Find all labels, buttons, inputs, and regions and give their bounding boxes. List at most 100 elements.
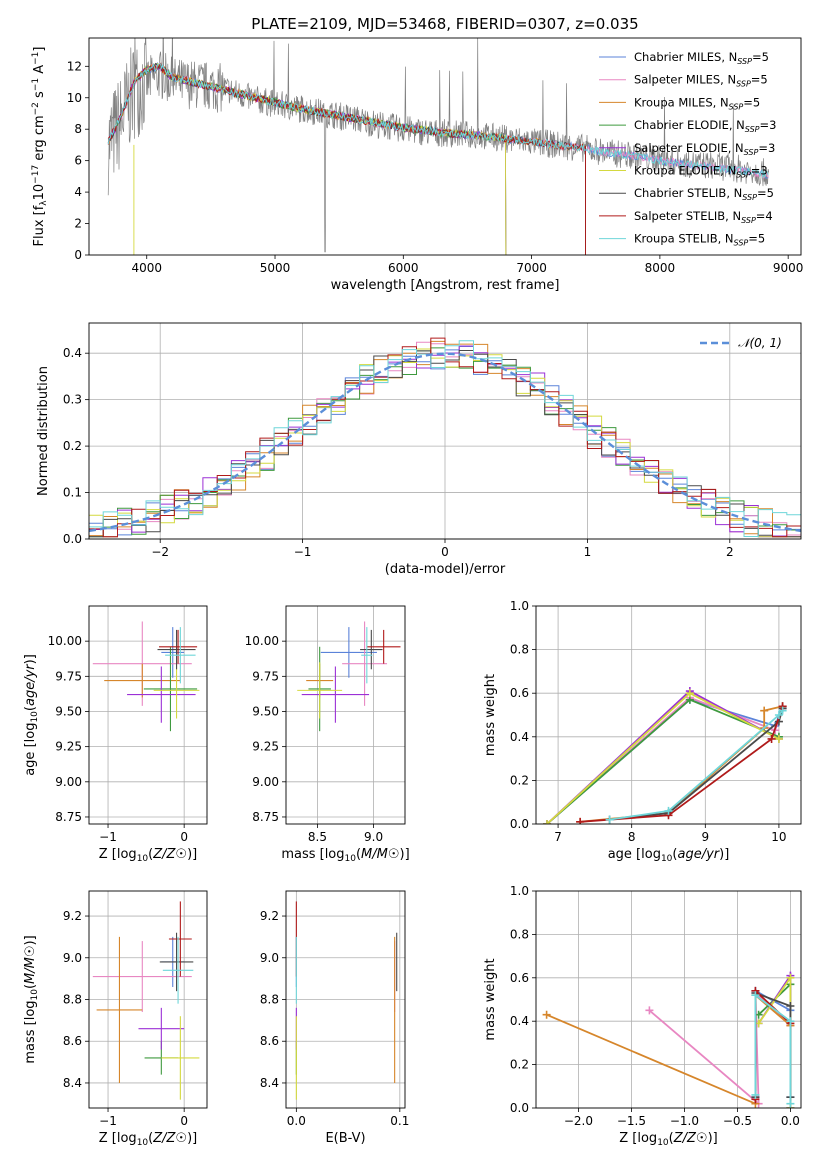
mass-weight-marker: [767, 734, 776, 743]
mass_vs_Z-y-tick-label: 9.0: [63, 951, 82, 965]
label-part: =3: [758, 141, 775, 155]
residuals-y-tick-label: 0.1: [63, 486, 82, 500]
label-part: −17: [31, 165, 41, 184]
label-part: 10: [657, 1138, 669, 1148]
label-part: =5: [748, 232, 765, 246]
label-part: mass [log: [23, 1000, 38, 1063]
mass_vs_ebv-y-tick-label: 8.6: [260, 1034, 279, 1048]
age_vs_Z-x-tick-label: −1: [99, 830, 117, 844]
label-part: (: [148, 1131, 153, 1146]
mass_vs_Z-y-tick-label: 8.8: [63, 993, 82, 1007]
mass_weight_vs_age-marks: [543, 687, 787, 824]
label-part: erg cm: [32, 115, 47, 164]
mass_weight_vs_Z-x-tick-label: 0.0: [781, 1114, 800, 1128]
label-part: SSP: [734, 239, 749, 248]
label-part: (: [356, 847, 361, 862]
mass_vs_ebv-x-tick-label: 0.0: [287, 1114, 306, 1128]
mass-weight-line: [546, 689, 780, 824]
label-part: Flux [f: [32, 205, 47, 246]
label-part: (: [23, 706, 38, 711]
residual-histogram-step: [89, 348, 801, 538]
spectrum-marks: [107, 38, 770, 255]
label-part: Chabrier ELODIE, N: [634, 118, 745, 132]
mass_weight_vs_age-x-tick-label: 8: [628, 830, 636, 844]
spectrum-y-tick-label: 6: [74, 154, 82, 168]
label-part: (: [148, 847, 153, 862]
mass_weight_vs_Z-x-tick-label: −1.5: [617, 1114, 646, 1128]
label-part: age/yr: [23, 663, 38, 706]
residuals-x-tick-label: −1: [294, 545, 312, 559]
label-part: )]: [23, 935, 38, 945]
label-part: )]: [708, 1131, 718, 1146]
age_vs_mass-y-tick-label: 9.25: [252, 740, 279, 754]
label-part: age/yr: [677, 847, 720, 862]
mass-weight-marker: [786, 1017, 795, 1026]
mass_vs_Z-ylabel: mass [log10(M/M☉)]: [23, 935, 40, 1063]
mass_weight_vs_Z-x-tick-label: −0.5: [723, 1114, 752, 1128]
label-part: Z/Z☉: [152, 1131, 187, 1146]
label-part: 10: [661, 854, 673, 864]
label-part: 10: [137, 854, 149, 864]
legend-entry: Chabrier ELODIE, NSSP=3: [634, 118, 776, 134]
label-part: )]: [187, 1131, 197, 1146]
label-part: −1: [31, 52, 41, 65]
legend-entry: Chabrier STELIB, NSSP=5: [634, 186, 774, 202]
age_vs_mass-plot: 8.5 9.0 8.75 9.00 9.25 9.50 9.75 10.00 mass [log…: [245, 605, 410, 864]
label-part: SSP: [742, 193, 757, 202]
label-part: )]: [187, 847, 197, 862]
mass_weight_vs_Z-y-tick-label: 1.0: [510, 884, 529, 898]
mass-weight-marker: [664, 806, 673, 815]
mass_weight_vs_Z-frame: [535, 890, 802, 1109]
label-part: )]: [400, 847, 410, 862]
mass_vs_Z-frame: [88, 890, 208, 1109]
label-part: M/M☉: [23, 945, 38, 983]
label-part: λ: [39, 200, 49, 206]
spectrum-y-tick-label: 0: [74, 248, 82, 262]
label-part: Z [log: [99, 847, 137, 862]
spectrum-y-tick-label: 8: [74, 122, 82, 136]
mass_weight_vs_age-y-tick-label: 0.8: [510, 643, 529, 657]
mass-weight-marker: [774, 711, 783, 719]
mass_vs_ebv-x-tick-label: 0.1: [390, 1114, 409, 1128]
label-part: Kroupa STELIB, N: [634, 232, 734, 246]
mass_vs_Z-x-tick-label: 0: [180, 1114, 188, 1128]
label-part: SSP: [745, 125, 760, 134]
label-part: SSP: [736, 171, 751, 180]
spectrum-xlabel: wavelength [Angstrom, rest frame]: [331, 278, 560, 293]
age_vs_Z-frame: [88, 605, 208, 825]
mass-weight-marker: [576, 817, 585, 824]
legend-entry: Salpeter STELIB, NSSP=4: [634, 209, 773, 225]
mass-weight-line: [580, 706, 784, 823]
age_vs_Z-x-tick-label: 0: [180, 830, 188, 844]
label-part: (: [23, 984, 38, 989]
mass_weight_vs_age-frame: [535, 605, 802, 825]
mass-weight-marker: [786, 1099, 795, 1108]
mass_weight_vs_Z-marks: [542, 971, 795, 1108]
mass-weight-marker: [542, 1010, 551, 1019]
label-part: Salpeter ELODIE, N: [634, 141, 744, 155]
spectrum-x-tick-label: 5000: [260, 261, 291, 275]
legend-entry: 𝒩(0, 1): [738, 336, 782, 350]
mass-weight-line: [609, 708, 784, 821]
mass_weight_vs_age-y-tick-label: 0.6: [510, 686, 529, 700]
age_vs_mass-x-tick-label: 9.0: [364, 830, 383, 844]
residuals-plot: −2 −1 0 1 2 0.0 0.1 0.2 0.3 0.4 𝒩(0, 1) (data-model…: [36, 322, 802, 577]
mass_weight_vs_Z-y-tick-label: 0.4: [510, 1014, 529, 1028]
label-part: 10: [32, 184, 47, 201]
age_vs_mass-x-tick-label: 8.5: [308, 830, 327, 844]
label-part: =4: [756, 209, 773, 223]
residuals-y-tick-label: 0.4: [63, 346, 82, 360]
mass_weight_vs_Z-xlabel: Z [log10(Z/Z☉)]: [619, 1131, 717, 1148]
mass_weight_vs_age-y-tick-label: 1.0: [510, 599, 529, 613]
label-part: SSP: [744, 148, 759, 157]
age_vs_mass-frame: [285, 605, 406, 825]
mass-weight-marker: [786, 1002, 795, 1011]
spectrum-ylabel: Flux [fλ10−17 erg cm−2 s−1 A−1]: [31, 47, 49, 247]
label-part: M/M☉: [361, 847, 399, 862]
mass_weight_vs_age-y-tick-label: 0.4: [510, 730, 529, 744]
mass_vs_Z-plot: −1 08.48.68.89.09.2Z [log10(Z/Z☉)]mass [l…: [23, 890, 208, 1148]
residuals-y-tick-label: 0.0: [63, 532, 82, 546]
age_vs_mass-y-tick-label: 9.00: [252, 775, 279, 789]
mass_weight_vs_age-x-tick-label: 7: [554, 830, 562, 844]
